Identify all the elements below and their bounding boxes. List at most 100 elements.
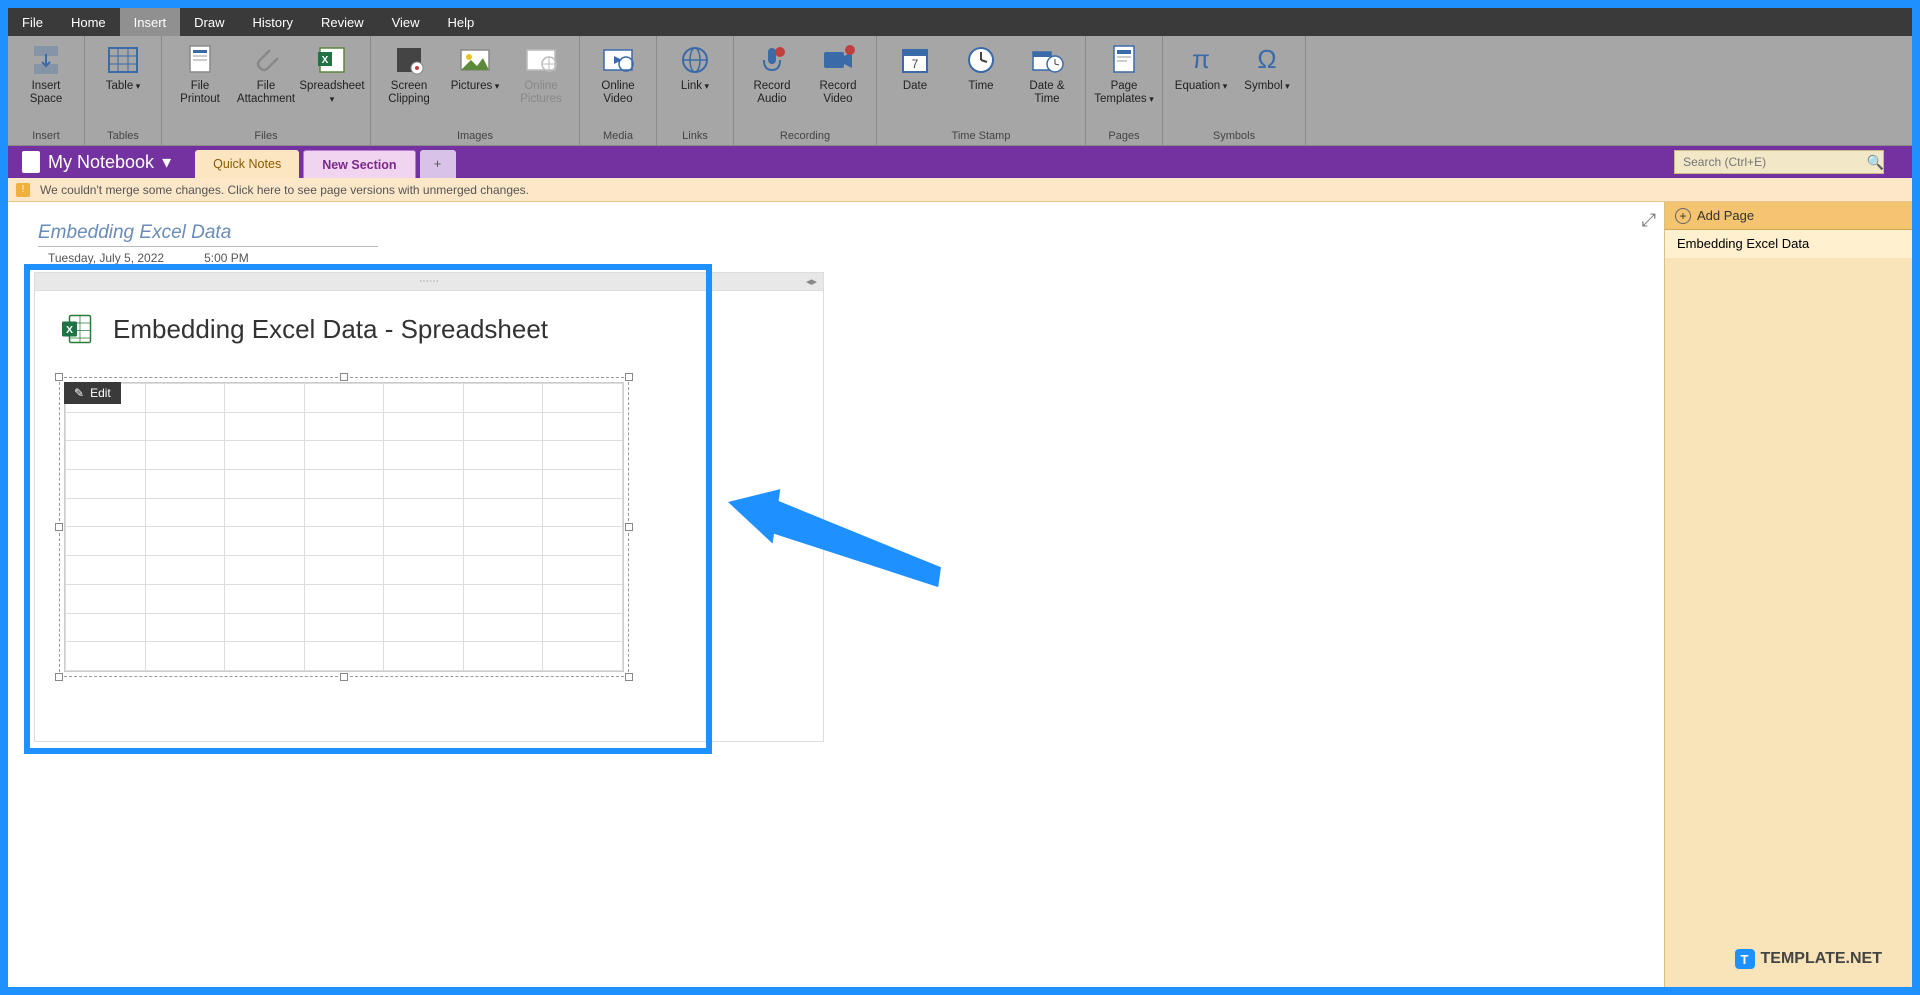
cell [384, 441, 464, 470]
pictures-button[interactable]: Pictures [445, 40, 505, 93]
date-button[interactable]: 7Date [885, 40, 945, 93]
embedded-spreadsheet[interactable]: ✎ Edit [59, 377, 629, 677]
cell [145, 470, 225, 499]
cell [304, 441, 384, 470]
insert-space-button[interactable]: InsertSpace [16, 40, 76, 106]
cell [225, 613, 305, 642]
cell [304, 556, 384, 585]
file-printout-button[interactable]: FilePrintout [170, 40, 230, 106]
date-icon: 7 [897, 42, 933, 78]
menu-draw[interactable]: Draw [180, 8, 238, 36]
svg-text:X: X [66, 324, 73, 336]
ribbon-button-label: OnlineVideo [601, 80, 634, 106]
cell [304, 384, 384, 413]
cell [145, 441, 225, 470]
tab-add-section[interactable]: + [420, 150, 456, 178]
fullscreen-icon[interactable]: ⤢ [1642, 210, 1656, 231]
resize-handle[interactable] [340, 673, 348, 681]
cell [463, 613, 543, 642]
tab-label: New Section [322, 158, 396, 172]
time-button[interactable]: Time [951, 40, 1011, 93]
ribbon-group-label: Insert [16, 128, 76, 143]
ribbon-button-label: Table [106, 80, 141, 93]
container-resize-icon[interactable]: ◂▸ [806, 275, 817, 288]
resize-handle[interactable] [55, 673, 63, 681]
resize-handle[interactable] [625, 523, 633, 531]
note-container[interactable]: ⋯⋯ ◂▸ X Embedding Excel Data - Spreadshe… [34, 272, 824, 742]
cell [145, 613, 225, 642]
svg-text:X: X [322, 55, 329, 66]
container-drag-handle[interactable]: ⋯⋯ ◂▸ [35, 273, 823, 291]
edit-button[interactable]: ✎ Edit [64, 382, 121, 404]
clipping-button[interactable]: ScreenClipping [379, 40, 439, 106]
resize-handle[interactable] [55, 373, 63, 381]
menu-view[interactable]: View [378, 8, 434, 36]
resize-handle[interactable] [625, 673, 633, 681]
notebook-dropdown[interactable]: My Notebook ▾ [8, 151, 185, 173]
menu-review[interactable]: Review [307, 8, 378, 36]
templates-button[interactable]: PageTemplates [1094, 40, 1154, 106]
search-icon[interactable]: 🔍 [1867, 154, 1884, 170]
cell [66, 527, 146, 556]
cell [463, 470, 543, 499]
templates-icon [1106, 42, 1142, 78]
menubar: FileHomeInsertDrawHistoryReviewViewHelp [8, 8, 1912, 36]
add-page-label: Add Page [1697, 208, 1754, 223]
cell [543, 642, 623, 671]
record-video-button[interactable]: RecordVideo [808, 40, 868, 106]
symbol-icon: Ω [1249, 42, 1285, 78]
ribbon-group-label: Images [379, 128, 571, 143]
link-icon [677, 42, 713, 78]
search-input[interactable] [1674, 150, 1884, 174]
equation-button[interactable]: πEquation [1171, 40, 1231, 93]
menu-file[interactable]: File [8, 8, 57, 36]
notebook-bar: My Notebook ▾ Quick Notes New Section + … [8, 146, 1912, 178]
embed-title[interactable]: Embedding Excel Data - Spreadsheet [113, 314, 548, 345]
cell [225, 412, 305, 441]
ribbon-button-label: Equation [1175, 80, 1227, 93]
symbol-button[interactable]: ΩSymbol [1237, 40, 1297, 93]
template-badge-icon: T [1735, 949, 1755, 969]
cell [543, 412, 623, 441]
menu-help[interactable]: Help [434, 8, 489, 36]
ribbon-group-symbols: πEquationΩSymbolSymbols [1163, 36, 1306, 145]
attachment-icon [248, 42, 284, 78]
ribbon-group-tables: TableTables [85, 36, 162, 145]
watermark: T TEMPLATE.NET [1735, 949, 1882, 969]
spreadsheet-button[interactable]: XSpreadsheet [302, 40, 362, 106]
cell [66, 498, 146, 527]
page-title[interactable]: Embedding Excel Data [38, 222, 1634, 244]
ribbon: InsertSpace Insert TableTablesFilePrintout… [8, 36, 1912, 146]
date-time-button[interactable]: Date &Time [1017, 40, 1077, 106]
ribbon-group-files: FilePrintoutFileAttachmentXSpreadsheetFi… [162, 36, 371, 145]
ribbon-group-images: ScreenClippingPicturesOnlinePicturesImag… [371, 36, 580, 145]
cell [463, 584, 543, 613]
resize-handle[interactable] [55, 523, 63, 531]
online-video-button[interactable]: OnlineVideo [588, 40, 648, 106]
tab-quick-notes[interactable]: Quick Notes [195, 150, 299, 178]
merge-warning-bar[interactable]: ! We couldn't merge some changes. Click … [8, 178, 1912, 202]
link-button[interactable]: Link [665, 40, 725, 93]
ribbon-group-label: Time Stamp [885, 128, 1077, 143]
menu-history[interactable]: History [239, 8, 307, 36]
menu-home[interactable]: Home [57, 8, 120, 36]
ribbon-group-label: Media [588, 128, 648, 143]
warning-icon: ! [16, 183, 30, 197]
page-canvas[interactable]: ⤢ Embedding Excel Data Tuesday, July 5, … [8, 202, 1664, 987]
add-page-button[interactable]: + Add Page [1665, 202, 1912, 230]
warning-text: We couldn't merge some changes. Click he… [40, 183, 529, 197]
cell [304, 527, 384, 556]
tab-new-section[interactable]: New Section [303, 150, 415, 178]
attachment-button[interactable]: FileAttachment [236, 40, 296, 106]
resize-handle[interactable] [625, 373, 633, 381]
cell [145, 584, 225, 613]
cell [384, 642, 464, 671]
menu-insert[interactable]: Insert [120, 8, 181, 36]
cell [543, 498, 623, 527]
record-audio-button[interactable]: RecordAudio [742, 40, 802, 106]
page-list-item[interactable]: Embedding Excel Data [1665, 230, 1912, 258]
resize-handle[interactable] [340, 373, 348, 381]
cell [145, 642, 225, 671]
table-button[interactable]: Table [93, 40, 153, 93]
cell [225, 470, 305, 499]
